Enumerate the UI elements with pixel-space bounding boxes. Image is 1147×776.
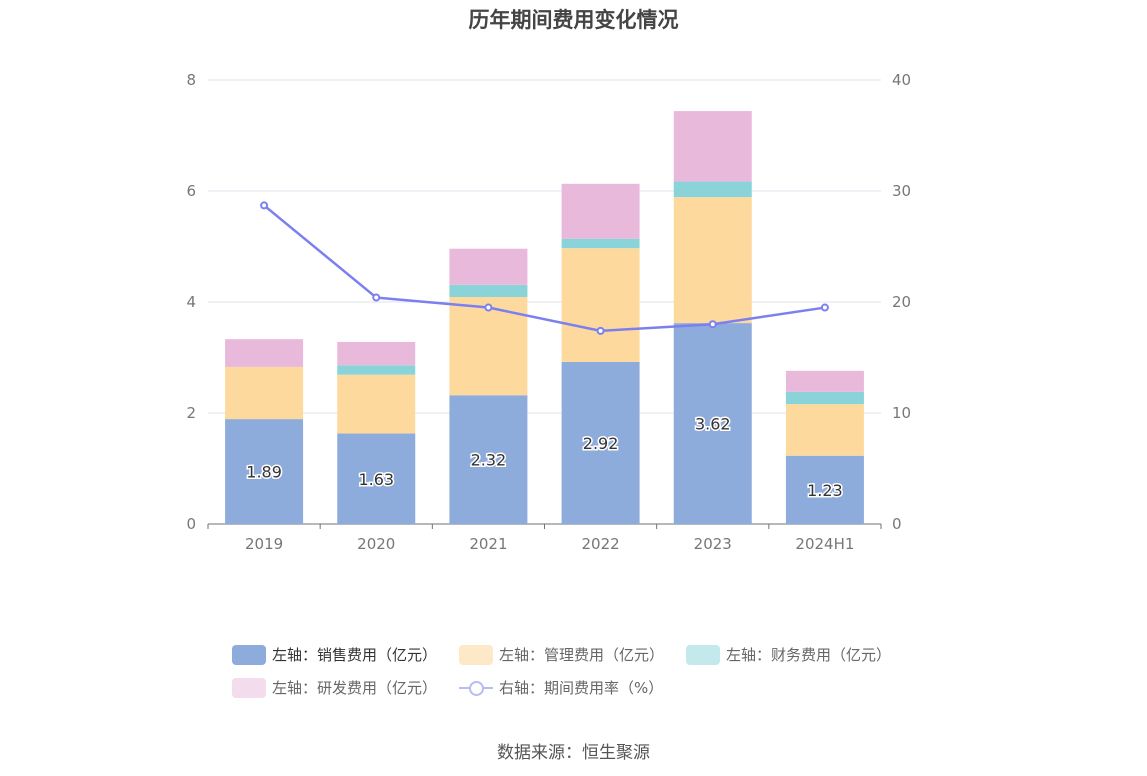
bar-segment-1	[673, 197, 752, 324]
left-axis-tick-label: 6	[186, 182, 196, 200]
x-axis-tick-label: 2024H1	[795, 535, 854, 553]
legend-label-rate: 右轴：期间费用率（%）	[499, 679, 664, 697]
bar-segment-1	[337, 374, 416, 434]
bar-segment-0	[337, 433, 416, 524]
bar-segment-3	[561, 183, 640, 239]
legend-label-sales: 左轴：销售费用（亿元）	[272, 646, 438, 664]
x-axis-tick-label: 2023	[694, 535, 732, 553]
rate-line	[263, 204, 826, 333]
right-axis-tick-label: 30	[892, 182, 911, 200]
bar-segment-1	[449, 297, 528, 396]
left-axis-tick-label: 8	[186, 71, 196, 89]
legend-swatch-finance	[686, 644, 721, 665]
bar-segment-3	[673, 111, 752, 182]
chart-title: 历年期间费用变化情况	[468, 8, 679, 32]
legend-swatch-admin	[459, 644, 494, 665]
x-axis-tick-label: 2022	[581, 535, 619, 553]
rate-point	[484, 303, 493, 312]
bar-segment-2	[561, 238, 640, 249]
right-axis-tick-label: 10	[892, 404, 911, 422]
bar-segment-0	[225, 419, 304, 524]
bar-segment-0	[785, 455, 864, 524]
bar-segment-2	[449, 284, 528, 298]
rate-point	[596, 326, 605, 335]
rate-point	[372, 293, 381, 302]
bar-data-label: 3.62	[695, 415, 731, 434]
bar-segment-2	[785, 391, 864, 405]
bar-segment-3	[449, 248, 528, 285]
bar-segment-3	[337, 341, 416, 366]
x-axis-tick-label: 2020	[357, 535, 395, 553]
bar-data-label: 1.89	[246, 463, 282, 482]
bar-segment-0	[673, 323, 752, 524]
bar-segment-0	[449, 395, 528, 524]
right-axis-tick-label: 40	[892, 71, 911, 89]
bar-data-label: 2.32	[471, 451, 507, 470]
legend-item-sales[interactable]: 左轴：销售费用（亿元）	[232, 644, 437, 665]
x-axis-tick-label: 2021	[469, 535, 507, 553]
bar-segment-2	[337, 365, 416, 375]
legend: 左轴：销售费用（亿元） 左轴：管理费用（亿元） 左轴：财务费用（亿元） 左轴：研…	[232, 638, 952, 704]
legend-label-rnd: 左轴：研发费用（亿元）	[272, 679, 438, 697]
legend-item-rate[interactable]: 右轴：期间费用率（%）	[459, 677, 663, 698]
bar-segment-0	[561, 361, 640, 524]
bar-segment-1	[561, 248, 640, 362]
legend-swatch-rnd	[232, 677, 266, 698]
rate-point	[820, 303, 829, 312]
rate-point	[708, 320, 717, 329]
bar-segment-1	[785, 404, 864, 456]
left-axis-tick-label: 2	[186, 404, 196, 422]
right-axis-tick-label: 20	[892, 293, 911, 311]
x-axis-tick-label: 2019	[245, 535, 283, 553]
legend-label-finance: 左轴：财务费用（亿元）	[726, 646, 892, 664]
bar-segment-3	[225, 339, 304, 367]
legend-label-admin: 左轴：管理费用（亿元）	[499, 646, 665, 664]
bar-data-label: 2.92	[583, 434, 619, 453]
left-axis-tick-label: 4	[186, 293, 196, 311]
right-axis-tick-label: 0	[892, 515, 902, 533]
bar-segment-3	[785, 370, 864, 392]
bar-data-label: 1.23	[807, 481, 843, 500]
legend-swatch-sales	[232, 644, 266, 665]
bar-segment-2	[673, 181, 752, 198]
left-axis-tick-label: 0	[186, 515, 196, 533]
rate-point	[260, 201, 269, 210]
bar-segment-1	[225, 366, 304, 420]
legend-item-finance[interactable]: 左轴：财务费用（亿元）	[686, 644, 891, 665]
source-note: 数据来源：恒生聚源	[497, 743, 650, 763]
chart-canvas: 0 2 4 6 8 0 10 20 30 40 2019 2020 2021 2022 2023 2024H1…	[186, 71, 911, 553]
bar-data-label: 1.63	[358, 470, 394, 489]
legend-item-admin[interactable]: 左轴：管理费用（亿元）	[459, 644, 664, 665]
legend-item-rnd[interactable]: 左轴：研发费用（亿元）	[232, 677, 437, 698]
legend-swatch-rate	[459, 678, 494, 698]
